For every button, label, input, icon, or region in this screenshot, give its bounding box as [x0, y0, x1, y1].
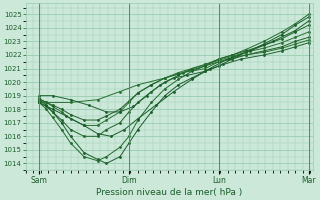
X-axis label: Pression niveau de la mer( hPa ): Pression niveau de la mer( hPa ) [96, 188, 243, 197]
